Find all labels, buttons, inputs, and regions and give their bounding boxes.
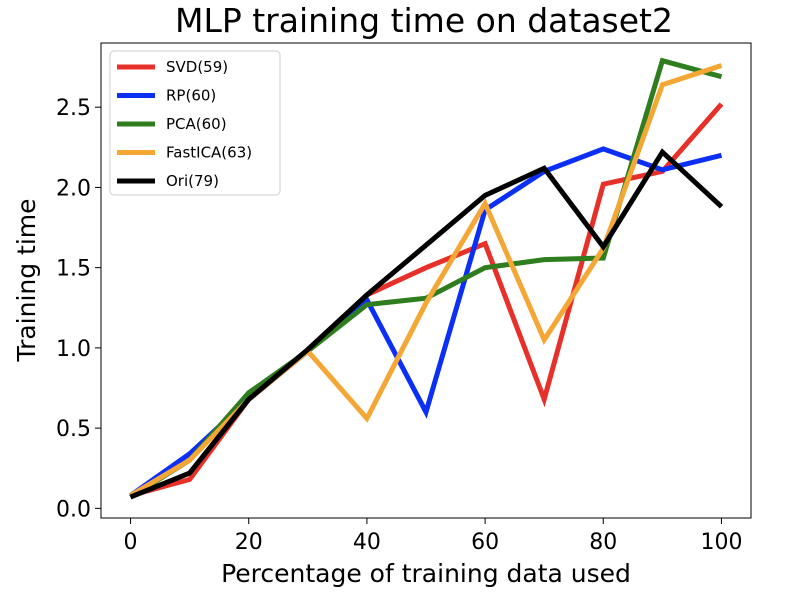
x-tick-label: 100 <box>700 530 742 555</box>
y-tick-label: 0.0 <box>56 497 91 522</box>
y-axis-label: Training time <box>12 198 41 362</box>
x-axis: 0 20 40 60 80 100 <box>124 518 742 555</box>
legend-label: Ori(79) <box>166 172 219 190</box>
series-line <box>129 63 723 498</box>
legend-label: FastICA(63) <box>166 144 252 162</box>
legend: SVD(59) RP(60) PCA(60) FastICA(63) Ori(79) <box>109 50 281 196</box>
x-tick-label: 40 <box>353 530 381 555</box>
y-axis: 0.0 0.5 1.0 1.5 2.0 2.5 <box>56 96 101 522</box>
x-tick-label: 20 <box>235 530 263 555</box>
plot-frame <box>100 42 752 519</box>
chart-title: MLP training time on dataset2 <box>175 1 673 40</box>
series-lines <box>129 57 724 500</box>
y-tick-label: 2.5 <box>56 96 91 121</box>
y-tick-label: 0.5 <box>56 417 91 442</box>
legend-label: SVD(59) <box>166 58 228 76</box>
y-tick-label: 2.0 <box>56 176 91 201</box>
x-tick-label: 60 <box>471 530 499 555</box>
legend-label: PCA(60) <box>166 115 227 133</box>
x-axis-label: Percentage of training data used <box>221 559 631 588</box>
y-tick-label: 1.5 <box>56 257 91 282</box>
series-line <box>129 148 724 500</box>
x-tick-label: 0 <box>124 530 138 555</box>
legend-box <box>109 50 281 196</box>
legend-label: RP(60) <box>166 87 216 105</box>
x-tick-label: 80 <box>589 530 617 555</box>
y-tick-label: 1.0 <box>56 337 91 362</box>
